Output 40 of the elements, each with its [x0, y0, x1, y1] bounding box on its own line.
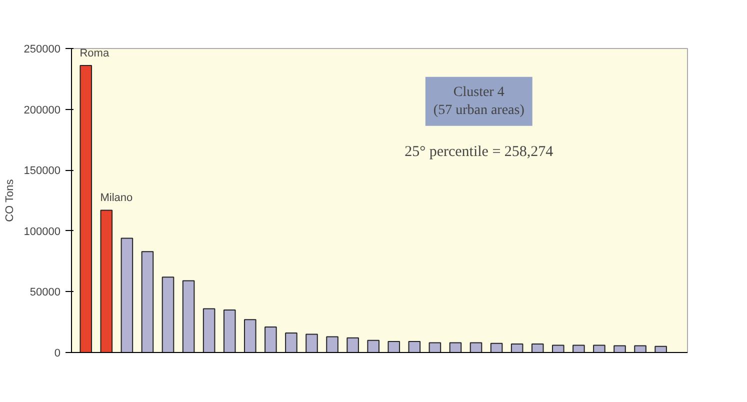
bar: [264, 326, 277, 352]
bar: [306, 334, 318, 352]
bar: [162, 276, 174, 352]
y-tick-label: 250000: [24, 44, 61, 56]
bar: [408, 341, 421, 352]
y-tick-label: 50000: [30, 286, 61, 299]
bar: [367, 340, 380, 352]
y-tick-label: 150000: [24, 165, 61, 178]
annotation: 25° percentile = 258,274: [404, 144, 554, 160]
bar: [490, 342, 503, 352]
bar: [510, 343, 524, 352]
annotation: Roma: [80, 48, 110, 60]
y-tick-label: 100000: [24, 226, 61, 238]
bar: [326, 336, 338, 352]
bar: [202, 308, 216, 352]
bar: [244, 319, 256, 352]
bar: [572, 344, 585, 352]
bar: [346, 337, 359, 352]
bar: [100, 210, 113, 352]
annotation: Milano: [100, 192, 133, 204]
bar: [634, 345, 646, 352]
bar: [470, 342, 482, 352]
bar: [428, 342, 442, 352]
bar: [80, 65, 92, 352]
bar: [285, 332, 298, 352]
bar: [182, 280, 195, 352]
bar: [654, 346, 667, 352]
bar: [449, 342, 462, 352]
bar: [141, 251, 154, 352]
bar: [593, 344, 606, 352]
bar: [552, 344, 564, 352]
y-tick-label: 0: [54, 348, 61, 360]
bar: [223, 309, 236, 352]
bar: [120, 238, 134, 352]
y-tick-label: 200000: [24, 104, 61, 116]
bar: [531, 343, 544, 352]
annotation: Cluster 4 (57 urban areas): [433, 84, 525, 118]
bar: [388, 341, 400, 352]
bar: [614, 345, 626, 352]
y-axis-title: CO Tons: [4, 178, 16, 222]
